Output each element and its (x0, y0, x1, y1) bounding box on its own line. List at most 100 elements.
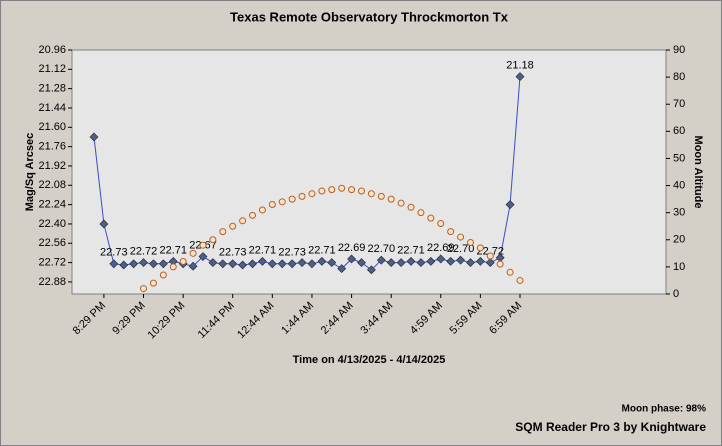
sqm-point (267, 259, 277, 269)
y-tick-label: 22.56 (38, 237, 66, 249)
sqm-point (456, 255, 465, 265)
y2-tick-label: 10 (673, 261, 685, 273)
value-label: 21.18 (506, 59, 534, 71)
y-tick-label: 21.76 (38, 141, 66, 153)
y2-tick-label: 70 (673, 98, 685, 110)
y-tick-label: 21.60 (38, 121, 66, 133)
moon-point (209, 236, 217, 244)
sqm-point (99, 219, 109, 229)
y-axis-label: Mag/Sq Arcsec (24, 133, 36, 211)
sqm-point (376, 255, 386, 265)
value-label: 22.70 (447, 243, 475, 255)
moon-point (149, 279, 157, 287)
sqm-point (357, 258, 366, 268)
value-label: 22.73 (219, 247, 247, 259)
sqm-point (396, 258, 406, 268)
moon-point (466, 238, 474, 246)
sqm-point (89, 132, 99, 142)
sqm-point (366, 265, 376, 275)
value-label: 22.69 (427, 242, 455, 254)
moon-point (298, 192, 306, 200)
sqm-point (218, 259, 228, 269)
moon-point (258, 206, 266, 214)
moon-point (169, 263, 177, 271)
value-label: 22.70 (368, 243, 396, 255)
moon-point (288, 195, 296, 203)
sqm-point (347, 254, 357, 264)
sqm-point (386, 258, 396, 268)
sqm-point (158, 259, 168, 269)
y-tick-label: 20.96 (38, 44, 66, 56)
value-label: 22.73 (100, 247, 128, 259)
sqm-point (406, 256, 416, 266)
value-label: 22.71 (249, 244, 277, 256)
moon-point (516, 276, 524, 284)
moon-point (476, 244, 484, 252)
sqm-point (436, 254, 446, 264)
sqm-point (307, 259, 317, 269)
moon-point (367, 190, 375, 198)
y2-tick-label: 60 (673, 125, 685, 137)
y-tick-label: 22.40 (38, 218, 66, 230)
y2-tick-label: 20 (673, 234, 685, 246)
sqm-point (149, 259, 158, 269)
moon-point (357, 187, 365, 195)
credit: SQM Reader Pro 3 by Knightware (515, 420, 706, 434)
value-label: 22.71 (397, 244, 425, 256)
sqm-point (139, 258, 148, 268)
moon-point (387, 195, 395, 203)
sqm-point (416, 258, 426, 268)
moon-point (486, 252, 494, 260)
value-label: 22.72 (130, 246, 158, 258)
y-tick-label: 21.12 (38, 63, 66, 75)
moon-point (407, 203, 415, 211)
moon-point (447, 228, 455, 236)
sqm-point (327, 258, 337, 268)
sqm-point (129, 259, 139, 269)
y2-tick-label: 50 (673, 152, 685, 164)
value-label: 22.69 (338, 242, 366, 254)
moon-point (377, 192, 385, 200)
sqm-point (337, 264, 347, 274)
y-tick-label: 22.88 (38, 276, 66, 288)
sqm-point (188, 261, 198, 271)
moon-point (189, 249, 197, 257)
sqm-point (485, 258, 495, 268)
sqm-point (208, 258, 218, 268)
moon-point (229, 222, 237, 230)
sqm-point (248, 259, 257, 269)
moon-point (328, 186, 336, 194)
moon-point (348, 186, 356, 194)
sqm-point (297, 258, 307, 268)
sqm-point (228, 259, 238, 269)
y2-tick-label: 0 (673, 288, 679, 300)
sqm-point (426, 256, 436, 266)
y2-tick-label: 30 (673, 207, 685, 219)
moon-point (199, 241, 207, 249)
y-tick-label: 22.72 (38, 257, 66, 269)
moon-point (457, 233, 465, 241)
chart-title: Texas Remote Observatory Throckmorton Tx (230, 9, 509, 24)
moon-point (140, 285, 148, 293)
moon-point (179, 257, 187, 265)
moon-point (417, 209, 425, 217)
sqm-point (238, 260, 248, 270)
sqm-point (475, 256, 485, 266)
moon-point (159, 271, 167, 279)
value-label: 22.73 (278, 247, 306, 259)
moon-point (506, 268, 514, 276)
y2-tick-label: 80 (673, 71, 685, 83)
sqm-point (466, 258, 475, 268)
sqm-point (109, 259, 119, 269)
sqm-point (515, 72, 525, 81)
y-tick-label: 21.28 (38, 83, 66, 95)
sqm-point (277, 259, 287, 269)
plot-area (71, 49, 667, 295)
sqm-point (257, 256, 267, 266)
x-axis-label: Time on 4/13/2025 - 4/14/2025 (293, 354, 446, 366)
y-tick-label: 22.24 (38, 199, 66, 211)
sqm-point (119, 260, 129, 270)
y2-tick-label: 40 (673, 179, 685, 191)
